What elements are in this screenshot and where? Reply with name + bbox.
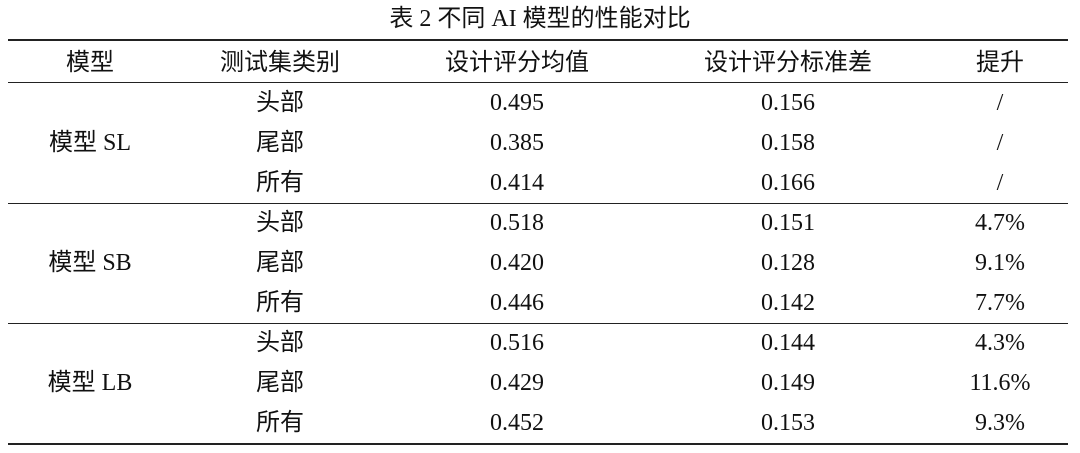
cell: 0.516: [490, 330, 544, 356]
cell: 0.452: [490, 410, 544, 436]
column-header: 模型: [66, 50, 114, 76]
cell: 0.420: [490, 250, 544, 276]
cell: 0.446: [490, 290, 544, 316]
category: 头部: [256, 90, 304, 116]
cell: 11.6%: [969, 370, 1031, 396]
cell: 0.429: [490, 370, 544, 396]
cell: 0.495: [490, 90, 544, 116]
cell: 0.385: [490, 130, 544, 156]
category: 尾部: [256, 370, 304, 396]
category: 尾部: [256, 250, 304, 276]
cell: 4.3%: [975, 330, 1025, 356]
table-title: 表 2 不同 AI 模型的性能对比: [389, 6, 691, 32]
model-name: 模型 SL: [48, 130, 132, 156]
model-name: 模型 LB: [47, 370, 133, 396]
cell: 0.156: [761, 90, 815, 116]
cell: 7.7%: [975, 290, 1025, 316]
group-rule: [8, 203, 1068, 204]
cell: 0.128: [761, 250, 815, 276]
cell: /: [996, 130, 1004, 156]
column-header: 测试集类别: [220, 50, 340, 76]
cell: 0.144: [761, 330, 815, 356]
cell: 9.3%: [975, 410, 1025, 436]
header-rule: [8, 82, 1068, 83]
cell: 9.1%: [975, 250, 1025, 276]
cell: 0.149: [761, 370, 815, 396]
cell: 0.414: [490, 170, 544, 196]
bottom-rule: [8, 443, 1068, 445]
cell: 0.518: [490, 210, 544, 236]
cell: 4.7%: [975, 210, 1025, 236]
model-name: 模型 SB: [48, 250, 132, 276]
category: 所有: [256, 170, 304, 196]
column-header: 提升: [976, 50, 1024, 76]
cell: 0.158: [761, 130, 815, 156]
category: 所有: [256, 290, 304, 316]
cell: 0.142: [761, 290, 815, 316]
cell: 0.166: [761, 170, 815, 196]
category: 头部: [256, 210, 304, 236]
group-rule: [8, 323, 1068, 324]
top-rule: [8, 39, 1068, 41]
category: 所有: [256, 410, 304, 436]
cell: /: [996, 170, 1004, 196]
cell: 0.151: [761, 210, 815, 236]
category: 头部: [256, 330, 304, 356]
column-header: 设计评分标准差: [704, 50, 872, 76]
cell: /: [996, 90, 1004, 116]
category: 尾部: [256, 130, 304, 156]
cell: 0.153: [761, 410, 815, 436]
column-header: 设计评分均值: [445, 50, 589, 76]
